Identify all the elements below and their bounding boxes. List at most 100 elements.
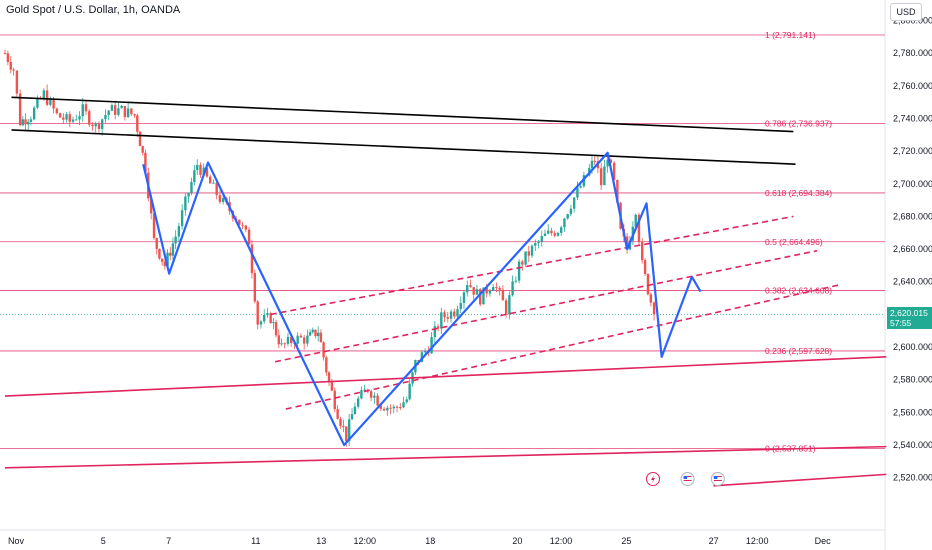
candle-body (163, 261, 167, 267)
candle-body (373, 395, 376, 398)
fib-level-label: 1 (2,791.141) (765, 30, 816, 40)
candle-body (436, 326, 440, 329)
flag-stripe (683, 482, 692, 483)
candle-body (81, 104, 84, 117)
candle-body (488, 290, 492, 294)
trendline (4, 445, 887, 469)
candle-body (266, 313, 269, 316)
candle-body (244, 225, 248, 230)
candle-body (21, 119, 25, 126)
candle-body (253, 273, 257, 302)
trendline (11, 129, 796, 165)
trendline (713, 473, 887, 487)
y-tick-label: 2,580.000 (893, 375, 932, 385)
x-tick-label: 12:00 (550, 536, 573, 546)
candle-body (209, 176, 212, 184)
candle-body (625, 236, 629, 250)
y-tick-label: 2,540.000 (893, 440, 932, 450)
candle-body (550, 230, 553, 234)
candle-body (501, 289, 505, 301)
trendline (4, 356, 887, 397)
candle-body (202, 167, 205, 175)
candle-body (508, 295, 511, 315)
candle-body (120, 106, 123, 109)
candle-body (101, 119, 104, 130)
candle-body (612, 162, 616, 181)
channel-dashed-line (274, 249, 818, 363)
y-tick-label: 2,760.000 (893, 81, 932, 91)
candle-body (241, 224, 244, 226)
candle-body (104, 114, 107, 120)
candle-body (274, 322, 278, 336)
candle-body (646, 273, 650, 295)
candle-body (221, 198, 225, 202)
fib-level-label: 0.236 (2,597.628) (765, 346, 832, 356)
flag-stripe (713, 480, 722, 481)
candle-body (399, 407, 402, 409)
candle-body (184, 196, 187, 211)
elliott-wave-path (142, 151, 702, 447)
candle-body (110, 105, 114, 111)
candle-body (360, 390, 363, 399)
candle-body (530, 245, 534, 256)
candle-body (71, 119, 75, 122)
candle-body (376, 395, 379, 406)
candle-body (177, 226, 181, 237)
candle-body (449, 311, 453, 319)
candle-body (3, 53, 7, 55)
candle-body (599, 168, 603, 186)
candle-body (311, 329, 314, 333)
flag-canton (713, 476, 718, 479)
candle-body (369, 391, 373, 398)
candle-body (560, 227, 563, 233)
candle-body (475, 289, 479, 295)
candle-body (569, 208, 573, 215)
x-tick-label: 27 (709, 536, 719, 546)
candle-body (339, 418, 342, 426)
candle-body (524, 251, 527, 265)
candle-body (556, 232, 560, 236)
candle-body (579, 186, 582, 188)
channel-dashed-line (285, 284, 839, 410)
trendline (11, 96, 794, 133)
candle-body (491, 287, 495, 291)
candle-body (572, 197, 576, 209)
candle-body (78, 116, 81, 120)
candle-body (290, 336, 293, 344)
candle-body (24, 119, 27, 125)
candle-body (205, 167, 209, 177)
candle-body (155, 238, 158, 249)
candle-body (212, 182, 215, 184)
x-tick-label: Dec (815, 536, 832, 546)
candle-body (36, 98, 39, 108)
candle-body (68, 114, 71, 122)
chart-title: Gold Spot / U.S. Dollar, 1h, OANDA (6, 4, 181, 16)
candle-body (272, 322, 275, 324)
fib-level-label: 0.786 (2,736.937) (765, 118, 832, 128)
flag-stripe (683, 480, 692, 481)
candle-body (317, 332, 320, 337)
y-tick-label: 2,560.000 (893, 407, 932, 417)
candle-body (405, 399, 408, 403)
candle-body (498, 287, 501, 290)
candle-body (152, 213, 156, 239)
candle-body (395, 406, 399, 408)
candle-body (215, 182, 218, 196)
currency-button[interactable]: USD (890, 3, 922, 21)
candle-body (603, 166, 606, 186)
candle-body (113, 105, 117, 115)
flag-canton (683, 476, 688, 479)
candle-body (606, 159, 609, 167)
candle-body (160, 258, 164, 262)
candle-body (641, 241, 644, 261)
candle-body (566, 214, 569, 219)
candle-body (616, 180, 619, 203)
candle-body (141, 146, 144, 153)
candle-body (314, 329, 317, 337)
candle-body (472, 287, 475, 295)
candle-body (430, 337, 433, 354)
candle-body (180, 210, 184, 227)
y-tick-label: 2,520.000 (893, 473, 932, 483)
candle-body (12, 69, 15, 71)
